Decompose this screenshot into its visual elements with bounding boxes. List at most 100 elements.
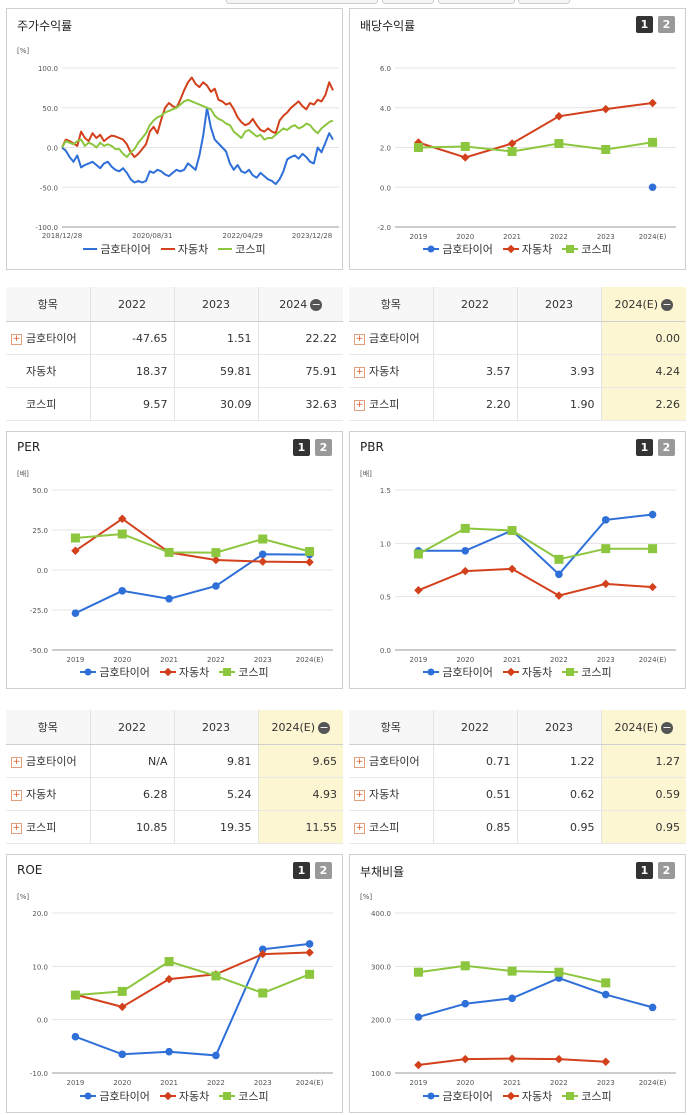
cell: 11.55	[258, 810, 343, 844]
data-point-s3	[164, 957, 174, 967]
legend-item-s2[interactable]: 자동차	[159, 664, 209, 680]
legend-item-s1[interactable]: 금호타이어	[423, 664, 493, 680]
data-point-s2	[648, 98, 657, 108]
series-line-1	[61, 106, 334, 186]
expand-icon[interactable]: +	[11, 756, 22, 768]
y-unit-label: [배]	[17, 469, 29, 478]
collapse-button[interactable]: −	[661, 297, 674, 311]
y-tick-label: 300.0	[371, 963, 391, 971]
panel-title: 주가수익률	[17, 19, 73, 33]
data-point-s2	[601, 104, 610, 114]
series-line-1	[74, 553, 310, 615]
legend-item-s2[interactable]: 자동차	[502, 664, 552, 680]
col-header-item: 항목	[6, 287, 91, 322]
col-header-2022: 2022	[90, 287, 175, 322]
col-header-2024e: 2024(E) −	[601, 710, 686, 745]
legend-item-s1[interactable]: 금호타이어	[83, 243, 151, 256]
legend-item-s2[interactable]: 자동차	[502, 241, 552, 257]
page-1-button[interactable]: 1	[293, 862, 310, 879]
x-tick-label: 2024(E)	[639, 656, 667, 664]
expand-icon[interactable]: +	[354, 789, 365, 801]
legend-item-s2[interactable]: 자동차	[502, 1088, 552, 1104]
data-point-s3	[258, 988, 268, 998]
table-row: + 금호타이어 -47.65 1.51 22.22	[6, 321, 343, 355]
debt-ratio-chart: [%] 400.0 300.0 200.0 100.0 2019 2020 2021 2022 2…	[360, 893, 676, 1087]
data-point-s3	[258, 534, 268, 544]
data-point-s1	[508, 994, 516, 1003]
page-1-button[interactable]: 1	[293, 439, 310, 456]
expand-icon[interactable]: +	[11, 789, 22, 801]
collapse-button[interactable]: −	[310, 297, 323, 311]
legend-item-s3[interactable]: 코스피	[562, 664, 612, 680]
data-point-s3	[164, 547, 174, 557]
pager: 1 2	[636, 862, 675, 879]
cell: 75.91	[258, 354, 343, 388]
data-point-s1	[258, 945, 267, 954]
x-tick-label: 2023	[254, 656, 272, 664]
legend-item-s3[interactable]: 코스피	[219, 664, 269, 680]
data-point-s1	[165, 1047, 173, 1056]
page-2-button[interactable]: 2	[315, 439, 332, 456]
toolbar-button[interactable]	[518, 0, 570, 4]
expand-icon[interactable]: +	[354, 756, 365, 768]
legend-item-s1[interactable]: 금호타이어	[423, 1088, 493, 1104]
data-point-s3	[305, 547, 315, 557]
legend-item-s1[interactable]: 금호타이어	[423, 241, 493, 257]
x-tick-label: 2022	[550, 233, 568, 241]
x-tick-label: 2023	[254, 1079, 272, 1087]
y-tick-label: 10.0	[32, 963, 48, 971]
page-2-button[interactable]: 2	[315, 862, 332, 879]
page-1-button[interactable]: 1	[636, 862, 653, 879]
data-point-s3	[211, 548, 221, 558]
expand-icon[interactable]: +	[354, 399, 365, 411]
y-tick-label: 6.0	[380, 65, 391, 73]
cell: 2.26	[601, 387, 686, 421]
table-row: 코스피 9.57 30.09 32.63	[6, 387, 343, 421]
page-2-button[interactable]: 2	[658, 862, 675, 879]
page-1-button[interactable]: 1	[636, 16, 653, 33]
data-point-s2	[164, 974, 174, 984]
cell: 9.65	[258, 744, 343, 778]
legend-item-s1[interactable]: 금호타이어	[80, 664, 150, 680]
col-header-2024e: 2024(E) −	[258, 710, 343, 745]
x-tick-label: 2022	[550, 656, 568, 664]
chart-legend: 금호타이어 자동차 코스피	[7, 664, 342, 680]
cell: 0.71	[433, 744, 518, 778]
table-row: + 자동차 3.57 3.93 4.24	[349, 354, 686, 388]
expand-icon[interactable]: +	[11, 333, 22, 345]
data-point-s1	[648, 510, 657, 519]
data-point-s2	[461, 566, 470, 576]
toolbar-button[interactable]	[382, 0, 434, 4]
data-point-s3	[211, 971, 221, 981]
page-2-button[interactable]: 2	[658, 439, 675, 456]
y-unit-label: [%]	[17, 47, 29, 55]
x-tick-label: 2021	[503, 656, 521, 664]
legend-item-s3[interactable]: 코스피	[218, 243, 266, 256]
toolbar-button[interactable]	[438, 0, 515, 4]
expand-icon[interactable]: +	[354, 333, 365, 345]
legend-item-s3[interactable]: 코스피	[562, 241, 612, 257]
toolbar-button[interactable]	[226, 0, 378, 4]
cell: 30.09	[174, 387, 259, 421]
legend-item-s2[interactable]: 자동차	[159, 1088, 209, 1104]
legend-item-s2[interactable]: 자동차	[160, 243, 209, 256]
x-tick-label: 2021	[503, 1079, 521, 1087]
cell: 22.22	[258, 321, 343, 355]
collapse-button[interactable]: −	[661, 720, 674, 734]
data-point-s2	[118, 514, 127, 524]
collapse-button[interactable]: −	[318, 720, 331, 734]
chart-legend: 금호타이어 자동차 코스피	[7, 241, 342, 257]
page-2-button[interactable]: 2	[658, 16, 675, 33]
table-row: + 자동차 6.28 5.24 4.93	[6, 777, 343, 811]
legend-item-s1[interactable]: 금호타이어	[80, 1088, 150, 1104]
cell	[433, 321, 518, 355]
data-point-s3	[70, 533, 80, 543]
legend-item-s3[interactable]: 코스피	[219, 1088, 269, 1104]
expand-icon[interactable]: +	[11, 822, 22, 834]
page-1-button[interactable]: 1	[636, 439, 653, 456]
data-point-s2	[507, 1054, 517, 1063]
legend-item-s3[interactable]: 코스피	[562, 1088, 612, 1104]
expand-icon[interactable]: +	[354, 366, 365, 378]
expand-icon[interactable]: +	[354, 822, 365, 834]
cell: 18.37	[90, 354, 175, 388]
